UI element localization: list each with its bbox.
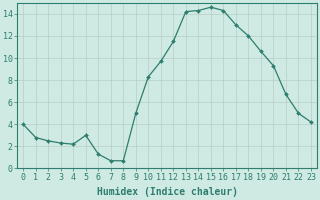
X-axis label: Humidex (Indice chaleur): Humidex (Indice chaleur)	[97, 187, 237, 197]
